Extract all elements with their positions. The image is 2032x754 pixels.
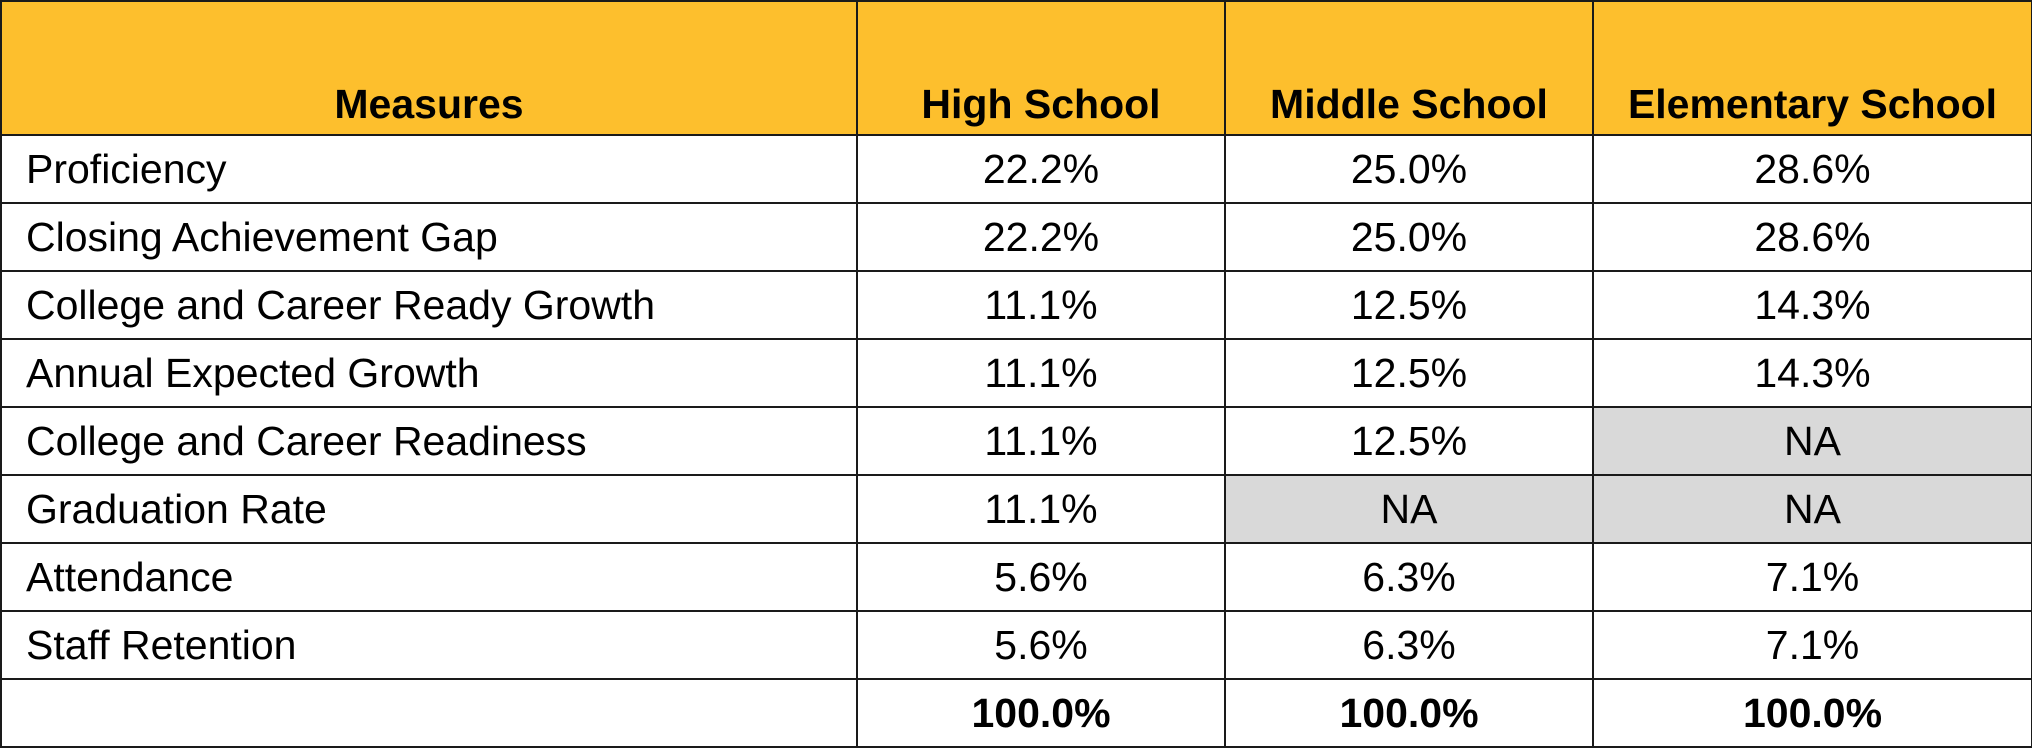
elementary-school-cell: 7.1%: [1592, 542, 2032, 612]
table-row: College and Career Ready Growth 11.1% 12…: [0, 270, 2032, 340]
table-row: Attendance 5.6% 6.3% 7.1%: [0, 542, 2032, 612]
measure-cell: Proficiency: [0, 134, 858, 204]
elementary-school-cell: 14.3%: [1592, 270, 2032, 340]
measure-cell: Attendance: [0, 542, 858, 612]
high-school-cell: 5.6%: [856, 542, 1226, 612]
middle-school-cell: 6.3%: [1224, 542, 1594, 612]
table-row: Staff Retention 5.6% 6.3% 7.1%: [0, 610, 2032, 680]
header-row: Measures High School Middle School Eleme…: [0, 0, 2032, 136]
header-middle-school: Middle School: [1224, 0, 1594, 136]
high-school-cell: 11.1%: [856, 270, 1226, 340]
high-school-cell: 11.1%: [856, 406, 1226, 476]
measure-cell: Closing Achievement Gap: [0, 202, 858, 272]
table-row: Graduation Rate 11.1% NA NA: [0, 474, 2032, 544]
measure-cell: College and Career Readiness: [0, 406, 858, 476]
middle-school-cell: 25.0%: [1224, 134, 1594, 204]
elementary-school-total: 100.0%: [1592, 678, 2032, 748]
header-elementary-school: Elementary School: [1592, 0, 2032, 136]
elementary-school-cell: 14.3%: [1592, 338, 2032, 408]
elementary-school-cell-na: NA: [1592, 406, 2032, 476]
middle-school-cell: 12.5%: [1224, 406, 1594, 476]
high-school-cell: 5.6%: [856, 610, 1226, 680]
high-school-cell: 22.2%: [856, 134, 1226, 204]
total-label-cell: [0, 678, 858, 748]
elementary-school-cell: 28.6%: [1592, 134, 2032, 204]
measure-cell: Graduation Rate: [0, 474, 858, 544]
measure-cell: Annual Expected Growth: [0, 338, 858, 408]
elementary-school-cell: 28.6%: [1592, 202, 2032, 272]
table-row: Annual Expected Growth 11.1% 12.5% 14.3%: [0, 338, 2032, 408]
high-school-cell: 22.2%: [856, 202, 1226, 272]
middle-school-cell: 6.3%: [1224, 610, 1594, 680]
measure-cell: College and Career Ready Growth: [0, 270, 858, 340]
middle-school-cell: 25.0%: [1224, 202, 1594, 272]
total-row: 100.0% 100.0% 100.0%: [0, 678, 2032, 748]
table-row: Closing Achievement Gap 22.2% 25.0% 28.6…: [0, 202, 2032, 272]
middle-school-cell: 12.5%: [1224, 338, 1594, 408]
middle-school-cell-na: NA: [1224, 474, 1594, 544]
elementary-school-cell: 7.1%: [1592, 610, 2032, 680]
middle-school-total: 100.0%: [1224, 678, 1594, 748]
measure-cell: Staff Retention: [0, 610, 858, 680]
middle-school-cell: 12.5%: [1224, 270, 1594, 340]
high-school-total: 100.0%: [856, 678, 1226, 748]
high-school-cell: 11.1%: [856, 338, 1226, 408]
table-row: College and Career Readiness 11.1% 12.5%…: [0, 406, 2032, 476]
high-school-cell: 11.1%: [856, 474, 1226, 544]
elementary-school-cell-na: NA: [1592, 474, 2032, 544]
table-row: Proficiency 22.2% 25.0% 28.6%: [0, 134, 2032, 204]
header-high-school: High School: [856, 0, 1226, 136]
header-measures: Measures: [0, 0, 858, 136]
